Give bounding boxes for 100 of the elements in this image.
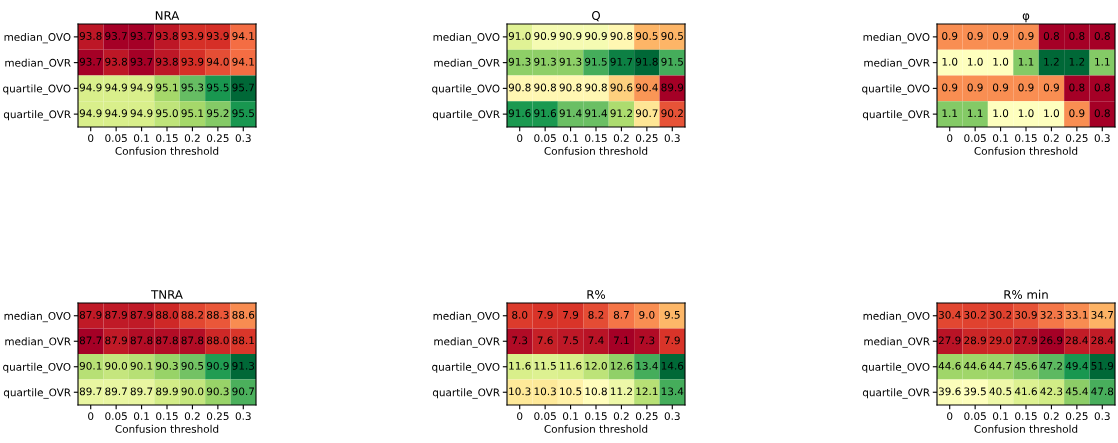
data-label: 1.0 (942, 57, 958, 66)
data-label: 1.0 (993, 109, 1009, 118)
data-label: 90.8 (508, 83, 531, 92)
x-tick-label: 0.05 (105, 134, 127, 143)
data-label: 7.6 (537, 336, 553, 345)
data-label: 0.9 (1018, 83, 1034, 92)
data-label: 30.4 (938, 310, 961, 319)
x-tick-label: 0.15 (585, 412, 607, 421)
data-label: 91.3 (559, 57, 582, 66)
data-label: 1.1 (1095, 57, 1110, 66)
data-label: 93.7 (130, 57, 153, 66)
data-label: 91.5 (585, 57, 607, 66)
data-label: 90.9 (585, 32, 607, 40)
data-label: 0.8 (1094, 109, 1110, 118)
y-tick-label: quartile_OVO (3, 84, 71, 95)
data-label: 7.4 (588, 336, 604, 345)
data-label: 94.0 (206, 57, 229, 66)
data-label: 93.8 (156, 32, 178, 40)
y-tick-label: quartile_OVR (862, 388, 930, 399)
x-tick-label: 0.25 (206, 412, 229, 421)
y-tick-label: quartile_OVR (3, 110, 71, 121)
x-tick-label: 0.15 (1015, 134, 1037, 143)
data-label: 51.9 (1091, 361, 1114, 370)
x-tick-label: 0.05 (534, 134, 556, 143)
data-label: 91.3 (232, 361, 255, 370)
data-label: 11.6 (560, 361, 582, 370)
data-label: 90.0 (105, 361, 128, 370)
data-label: 12.1 (636, 387, 658, 396)
data-label: 42.3 (1040, 387, 1063, 396)
data-label: 93.8 (79, 32, 102, 40)
data-label: 44.7 (989, 362, 1012, 370)
y-tick-label: quartile_OVO (432, 362, 500, 374)
data-label: 13.4 (636, 361, 658, 370)
data-label: 87.8 (181, 336, 204, 345)
data-label: 93.8 (156, 57, 178, 66)
data-label: 0.8 (1069, 83, 1085, 92)
data-label: 90.2 (661, 109, 683, 118)
y-tick-label: quartile_OVR (862, 110, 930, 121)
y-tick-label: median_OVO (863, 32, 930, 44)
data-label: 0.8 (1069, 32, 1085, 40)
chart-title: R% min (1004, 289, 1048, 299)
y-tick-label: median_OVR (5, 58, 71, 70)
x-tick-label: 0.25 (635, 134, 658, 143)
data-label: 10.5 (560, 387, 582, 396)
data-label: 28.4 (1066, 336, 1088, 345)
data-label: 0.9 (942, 32, 958, 40)
data-label: 33.1 (1066, 310, 1088, 319)
chart-title: NRA (155, 11, 180, 20)
data-label: 94.9 (130, 83, 153, 92)
x-tick-label: 0.25 (635, 412, 658, 421)
data-label: 87.9 (79, 310, 102, 319)
data-label: 1.0 (1018, 109, 1034, 118)
y-tick-label: quartile_OVR (3, 388, 71, 399)
y-tick-label: quartile_OVO (862, 362, 930, 374)
y-tick-label: median_OVO (863, 311, 930, 323)
data-label: 88.2 (181, 310, 203, 319)
y-tick-label: median_OVO (4, 311, 71, 323)
x-tick-label: 0.2 (1043, 134, 1059, 143)
data-label: 1.1 (942, 109, 958, 117)
data-label: 0.9 (1018, 32, 1034, 40)
data-label: 87.9 (105, 336, 128, 345)
y-tick-label: median_OVO (433, 311, 500, 323)
data-label: 91.4 (559, 109, 582, 118)
data-label: 8.7 (613, 310, 629, 319)
data-label: 90.9 (534, 32, 557, 40)
data-label: 1.0 (1044, 109, 1060, 118)
data-label: 47.2 (1040, 361, 1062, 370)
x-tick-label: 0.2 (184, 134, 200, 143)
data-label: 90.9 (559, 32, 582, 40)
data-label: 0.8 (1094, 32, 1110, 40)
x-tick-label: 0.15 (156, 412, 178, 421)
data-label: 90.4 (635, 83, 658, 92)
chart-title: φ (1022, 13, 1030, 23)
data-label: 39.6 (938, 387, 961, 396)
x-tick-label: 0.1 (992, 412, 1008, 421)
x-axis-title: Confusion threshold (115, 424, 219, 433)
x-tick-label: 0.05 (105, 412, 127, 421)
y-tick-label: quartile_OVR (432, 388, 500, 399)
data-label: 39.5 (964, 387, 986, 396)
data-label: 90.1 (79, 361, 102, 370)
data-label: 87.9 (130, 310, 153, 319)
y-tick-label: median_OVO (433, 32, 500, 44)
data-label: 93.7 (105, 32, 127, 40)
data-label: 1.0 (968, 57, 983, 66)
x-tick-label: 0.05 (534, 412, 556, 421)
data-label: 1.2 (1069, 57, 1085, 66)
data-label: 34.7 (1091, 310, 1113, 319)
data-label: 95.5 (232, 109, 254, 118)
data-label: 8.2 (588, 310, 604, 319)
x-tick-label: 0.15 (585, 134, 607, 143)
x-tick-label: 0 (947, 412, 953, 421)
y-tick-label: median_OVR (864, 337, 930, 348)
data-label: 90.5 (181, 361, 204, 370)
data-label: 13.4 (661, 387, 684, 396)
x-tick-label: 0.3 (1094, 412, 1110, 421)
data-label: 87.9 (105, 310, 128, 319)
data-label: 28.4 (1091, 336, 1114, 345)
data-label: 93.8 (105, 57, 128, 66)
data-label: 7.3 (639, 336, 655, 345)
x-tick-label: 0 (88, 412, 94, 421)
